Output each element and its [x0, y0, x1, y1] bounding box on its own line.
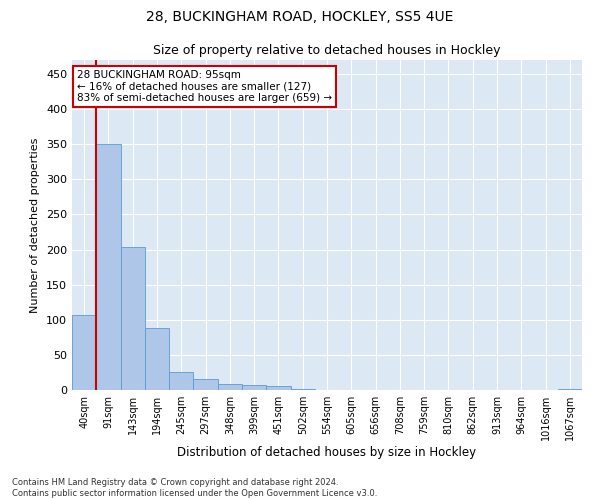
Text: 28, BUCKINGHAM ROAD, HOCKLEY, SS5 4UE: 28, BUCKINGHAM ROAD, HOCKLEY, SS5 4UE [146, 10, 454, 24]
Bar [266, 386, 290, 390]
Y-axis label: Number of detached properties: Number of detached properties [31, 138, 40, 312]
Bar [290, 388, 315, 390]
Bar [96, 144, 121, 390]
Bar [558, 388, 582, 390]
Bar [145, 328, 169, 390]
Text: Contains HM Land Registry data © Crown copyright and database right 2024.
Contai: Contains HM Land Registry data © Crown c… [12, 478, 377, 498]
Title: Size of property relative to detached houses in Hockley: Size of property relative to detached ho… [153, 44, 501, 58]
X-axis label: Distribution of detached houses by size in Hockley: Distribution of detached houses by size … [178, 446, 476, 459]
Bar [72, 315, 96, 390]
Text: 28 BUCKINGHAM ROAD: 95sqm
← 16% of detached houses are smaller (127)
83% of semi: 28 BUCKINGHAM ROAD: 95sqm ← 16% of detac… [77, 70, 332, 103]
Bar [218, 384, 242, 390]
Bar [242, 385, 266, 390]
Bar [193, 380, 218, 390]
Bar [169, 372, 193, 390]
Bar [121, 248, 145, 390]
